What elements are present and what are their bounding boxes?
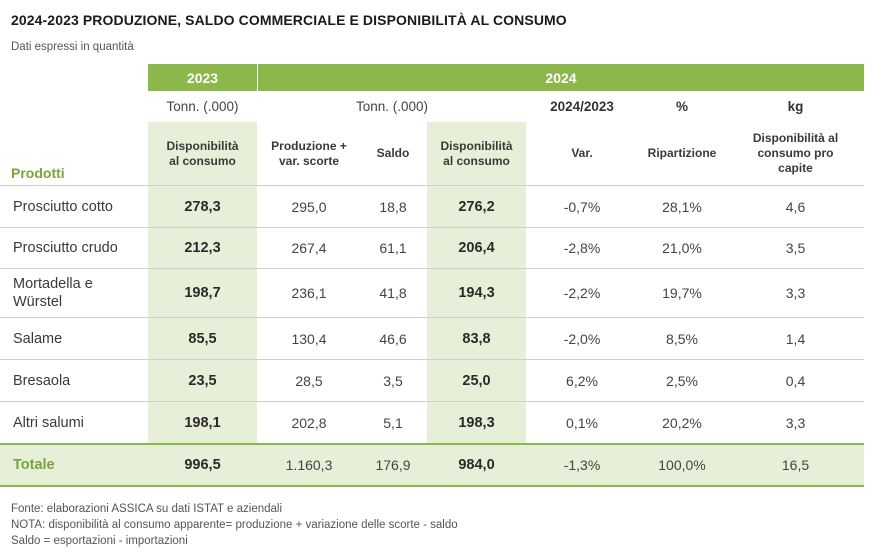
table-bottom-border	[0, 485, 864, 487]
footnotes: Fonte: elaborazioni ASSICA su dati ISTAT…	[11, 501, 458, 549]
cell-disp2023: 278,3	[184, 198, 221, 215]
cell-produzione: 202,8	[291, 414, 327, 431]
cell-var: -2,0%	[563, 330, 601, 347]
cell-disp2024: 194,3	[458, 285, 495, 301]
col-header-disp2023: Disponibilità al consumo	[166, 138, 239, 168]
col-header-procapite: Disponibilità al consumo pro capite	[752, 131, 839, 175]
cell-var: -2,2%	[563, 285, 601, 301]
row-label: Bresaola	[13, 372, 71, 389]
unit-header-2023: Tonn. (.000)	[166, 99, 239, 114]
cell-disp2023: 23,5	[188, 372, 217, 389]
cell-procapite: 1,4	[785, 330, 806, 347]
cell-procapite: 3,3	[785, 414, 806, 431]
shaded-col-2024	[427, 122, 526, 444]
cell-disp2024: 25,0	[462, 372, 491, 389]
cell-procapite: 3,5	[785, 240, 806, 256]
cell-disp2024: 276,2	[458, 198, 495, 215]
note-fonte: Fonte: elaborazioni ASSICA su dati ISTAT…	[11, 503, 283, 515]
table-subtitle: Dati espressi in quantità	[11, 41, 134, 53]
unit-header-var: 2024/2023	[550, 99, 614, 114]
row-divider	[0, 227, 864, 228]
total-saldo: 176,9	[375, 457, 411, 473]
col-header-ripartizione: Ripartizione	[647, 146, 717, 160]
total-disp2023: 996,5	[184, 457, 221, 473]
total-produzione: 1.160,3	[285, 457, 333, 473]
row-label: Mortadella e Würstel	[13, 276, 93, 310]
cell-procapite: 4,6	[785, 198, 806, 215]
cell-saldo: 41,8	[379, 285, 407, 301]
total-row-background	[0, 444, 864, 485]
shaded-col-2023	[148, 122, 257, 444]
cell-ripartizione: 19,7%	[662, 285, 702, 301]
row-label: Prosciutto cotto	[13, 198, 113, 215]
col-header-disp2024: Disponibilità al consumo	[440, 138, 513, 168]
cell-disp2024: 206,4	[458, 240, 495, 256]
cell-disp2024: 198,3	[458, 414, 495, 431]
cell-ripartizione: 21,0%	[662, 240, 702, 256]
note-saldo: Saldo = esportazioni - importazioni	[11, 535, 188, 547]
col-header-saldo: Saldo	[376, 146, 410, 160]
cell-produzione: 28,5	[295, 372, 323, 389]
total-var: -1,3%	[563, 457, 601, 473]
row-label: Prosciutto crudo	[13, 240, 118, 256]
cell-disp2024: 83,8	[462, 330, 491, 347]
unit-header-pct: %	[675, 99, 688, 114]
total-divider	[0, 443, 864, 445]
cell-produzione: 236,1	[291, 285, 327, 301]
cell-disp2023: 212,3	[184, 240, 221, 256]
cell-var: 6,2%	[566, 372, 598, 389]
unit-header-kg: kg	[787, 99, 804, 114]
row-label: Altri salumi	[13, 414, 84, 431]
table-title: 2024-2023 PRODUZIONE, SALDO COMMERCIALE …	[11, 12, 567, 28]
cell-var: 0,1%	[566, 414, 598, 431]
cell-saldo: 61,1	[379, 240, 407, 256]
cell-disp2023: 198,1	[184, 414, 221, 431]
unit-header-2024: Tonn. (.000)	[355, 99, 429, 114]
row-divider	[0, 317, 864, 318]
cell-saldo: 5,1	[383, 414, 403, 431]
cell-produzione: 267,4	[291, 240, 327, 256]
row-divider	[0, 268, 864, 269]
total-disp2024: 984,0	[458, 457, 495, 473]
cell-saldo: 46,6	[379, 330, 407, 347]
note-nota: NOTA: disponibilità al consumo apparente…	[11, 519, 458, 531]
col-header-prodotti: Prodotti	[11, 165, 65, 181]
cell-disp2023: 85,5	[188, 330, 217, 347]
row-divider	[0, 359, 864, 360]
row-divider	[0, 401, 864, 402]
cell-saldo: 3,5	[383, 372, 403, 389]
row-label: Salame	[13, 330, 63, 347]
cell-produzione: 295,0	[291, 198, 327, 215]
row-divider	[0, 185, 864, 186]
cell-produzione: 130,4	[291, 330, 327, 347]
col-header-var: Var.	[571, 146, 593, 160]
cell-var: -2,8%	[563, 240, 601, 256]
cell-ripartizione: 20,2%	[662, 414, 702, 431]
cell-procapite: 3,3	[785, 285, 806, 301]
year-header-2024: 2024	[258, 64, 864, 91]
cell-ripartizione: 2,5%	[666, 372, 698, 389]
cell-procapite: 0,4	[785, 372, 806, 389]
cell-ripartizione: 8,5%	[666, 330, 698, 347]
col-header-produzione: Produzione + var. scorte	[271, 138, 347, 168]
total-procapite: 16,5	[781, 457, 810, 473]
total-label: Totale	[13, 457, 55, 473]
cell-ripartizione: 28,1%	[662, 198, 702, 215]
cell-var: -0,7%	[563, 198, 601, 215]
cell-disp2023: 198,7	[184, 285, 221, 301]
cell-saldo: 18,8	[379, 198, 407, 215]
total-ripartizione: 100,0%	[658, 457, 706, 473]
year-header-2023: 2023	[148, 64, 257, 91]
